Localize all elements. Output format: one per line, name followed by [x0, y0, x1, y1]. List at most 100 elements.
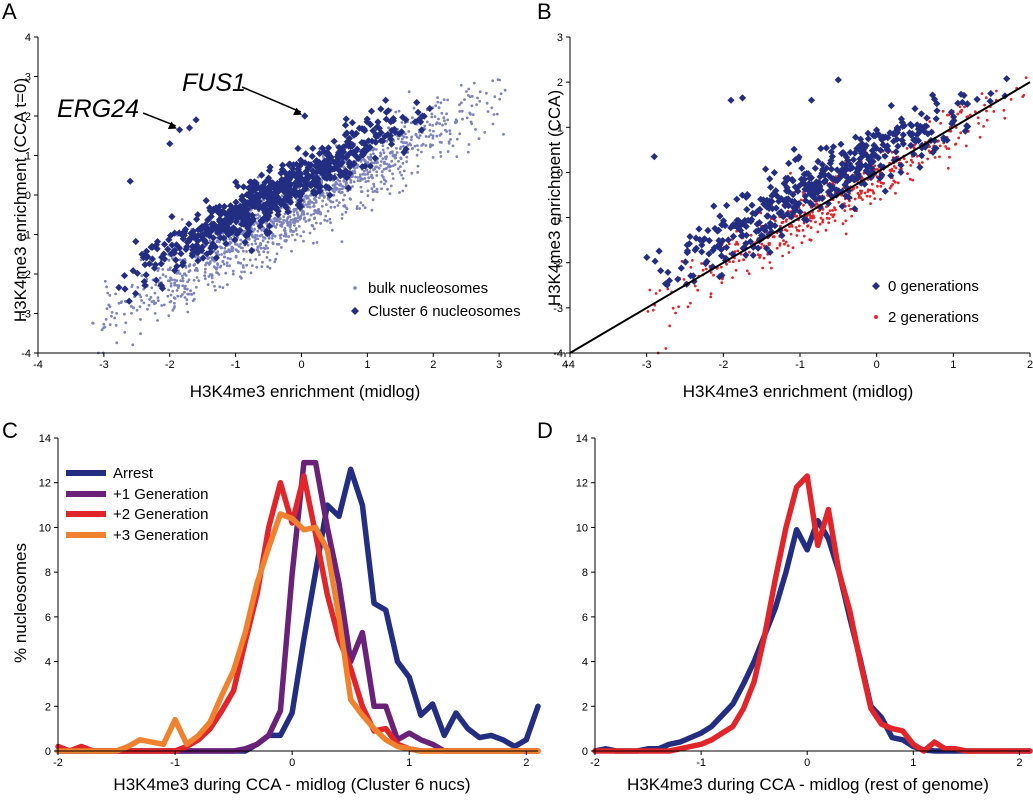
scatter-point [664, 347, 668, 350]
scatter-point [309, 178, 317, 186]
scatter-point [339, 143, 348, 151]
scatter-point [266, 246, 269, 250]
scatter-point [783, 210, 791, 218]
scatter-point [388, 169, 392, 173]
scatter-point [226, 256, 230, 260]
scatter-point [282, 204, 290, 212]
scatter-point [326, 191, 334, 199]
scatter-point [214, 229, 222, 237]
scatter-point [165, 236, 173, 244]
scatter-point [300, 176, 309, 184]
scatter-point [181, 279, 185, 283]
scatter-point [382, 115, 390, 123]
scatter-point [415, 135, 419, 139]
scatter-point [857, 193, 861, 197]
scatter-point [337, 160, 345, 168]
scatter-point [916, 128, 924, 136]
scatter-point [657, 267, 665, 275]
scatter-point [277, 200, 285, 208]
scatter-point [380, 170, 384, 173]
scatter-point [779, 224, 782, 228]
scatter-point [306, 205, 309, 209]
scatter-point [208, 220, 216, 229]
y-tick-label: 6 [582, 612, 588, 624]
scatter-point [846, 165, 854, 173]
scatter-point [169, 293, 173, 297]
scatter-point [956, 112, 960, 116]
scatter-point [820, 171, 828, 179]
scatter-point [371, 176, 374, 180]
scatter-point [237, 261, 240, 264]
scatter-point [409, 143, 413, 147]
scatter-point [315, 241, 319, 244]
scatter-point [354, 175, 357, 179]
scatter-point [292, 210, 296, 214]
scatter-point [485, 91, 488, 95]
scatter-point [217, 253, 221, 257]
scatter-point [270, 236, 274, 240]
scatter-point [358, 163, 366, 171]
y-tick-label: 12 [576, 478, 588, 490]
legend-marker-0gen [872, 282, 880, 290]
scatter-point [335, 143, 343, 152]
scatter-point [413, 98, 421, 107]
scatter-point [296, 219, 300, 223]
scatter-point [164, 275, 168, 278]
scatter-point [388, 192, 392, 196]
scatter-point [841, 222, 845, 226]
scatter-point [367, 107, 376, 115]
scatter-point [142, 301, 146, 305]
scatter-point [446, 98, 449, 102]
scatter-point [728, 260, 731, 263]
annotation-fus1: FUS1 [182, 69, 246, 97]
scatter-point [254, 183, 262, 191]
y-axis-label: % nucleosomes [11, 543, 30, 663]
scatter-point [704, 226, 712, 235]
scatter-point [809, 238, 813, 242]
scatter-point [420, 150, 423, 154]
zero-generations-scatter-series [643, 75, 1011, 289]
scatter-point [794, 226, 798, 229]
scatter-point [340, 217, 344, 220]
scatter-point [379, 154, 382, 158]
scatter-point [296, 162, 304, 170]
scatter-point [864, 129, 872, 138]
scatter-point [380, 160, 383, 163]
scatter-point [268, 266, 272, 270]
scatter-point [907, 141, 915, 150]
scatter-point [436, 100, 440, 104]
scatter-point [493, 95, 497, 99]
scatter-point [402, 135, 406, 139]
scatter-point [485, 101, 489, 105]
scatter-point [897, 115, 905, 123]
scatter-point [183, 243, 191, 251]
scatter-point [948, 155, 951, 159]
x-tick-label: 2 [430, 359, 436, 371]
y-tick-label: -2 [553, 258, 563, 270]
scatter-point [254, 258, 258, 261]
scatter-point [912, 146, 916, 150]
scatter-point [172, 306, 176, 310]
scatter-point [431, 143, 434, 147]
scatter-point [379, 164, 382, 167]
scatter-point [414, 108, 422, 116]
scatter-point [184, 284, 187, 288]
scatter-point [351, 148, 360, 156]
scatter-point [115, 283, 123, 292]
y-tick-label: 6 [45, 612, 51, 624]
scatter-point [168, 213, 176, 221]
y-tick-label: 14 [576, 433, 588, 445]
scatter-point [685, 240, 693, 248]
scatter-point [188, 263, 192, 266]
scatter-point [295, 211, 299, 215]
scatter-point [407, 90, 411, 93]
scatter-point [360, 190, 364, 194]
x-tick-label: 0 [298, 359, 304, 371]
scatter-point [324, 151, 332, 159]
scatter-point [166, 268, 170, 272]
scatter-point [297, 225, 301, 228]
x-tick-label: -1 [696, 757, 706, 769]
scatter-point [366, 162, 374, 170]
y-tick-label: 10 [576, 522, 588, 534]
scatter-point [416, 171, 419, 174]
